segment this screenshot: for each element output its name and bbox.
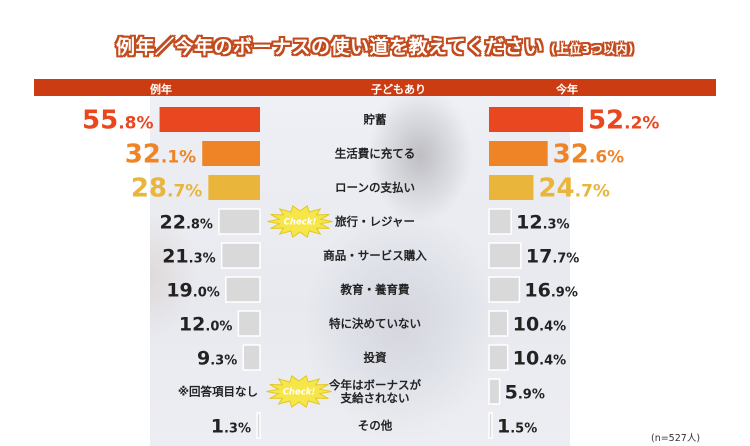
left-value-label-3: 22.8% (159, 212, 212, 234)
check-burst-1-label: Check! (283, 388, 316, 398)
right-bar-4 (488, 242, 522, 269)
category-label-8-line-1: 支給されない (340, 391, 410, 405)
left-value-label-7: 9.3% (197, 348, 237, 370)
right-value-label-8: 5.9% (505, 382, 545, 404)
right-bar-3 (488, 208, 512, 235)
left-bar-2 (208, 175, 260, 200)
category-label-3: 旅行・レジャー (335, 215, 415, 229)
left-bar-0 (159, 107, 260, 132)
right-value-label-7: 10.4% (513, 348, 566, 370)
category-label-9: その他 (358, 419, 393, 433)
left-bar-5 (225, 276, 261, 303)
right-bar-9 (488, 412, 493, 439)
left-value-label-2: 28.7% (131, 174, 203, 204)
right-bar-8 (488, 378, 501, 405)
right-bar-2 (489, 175, 534, 200)
check-burst-0 (267, 204, 333, 239)
left-value-label-4: 21.3% (162, 246, 215, 268)
right-value-label-6: 10.4% (513, 314, 566, 336)
category-label-0: 貯蓄 (364, 113, 387, 127)
category-label-8-line-0: 今年はボーナスが (328, 378, 421, 392)
category-label-2: ローンの支払い (335, 181, 415, 195)
left-bar-4 (220, 242, 261, 269)
column-header-bar: 例年 子どもあり 今年 (34, 79, 716, 96)
right-value-label-1: 32.6% (553, 140, 625, 170)
left-value-label-1: 32.1% (125, 140, 197, 170)
left-bar-1 (202, 141, 260, 166)
header-right-label: 今年 (556, 83, 578, 96)
header-left-label: 例年 (150, 83, 172, 96)
header-center-label: 子どもあり (371, 83, 426, 96)
right-bar-0 (489, 107, 583, 132)
chart-title: 例年／今年のボーナスの使い道を教えてください (上位3つ以内) (0, 32, 750, 59)
left-bar-6 (237, 310, 261, 337)
right-bar-6 (488, 310, 509, 337)
left-bar-9 (256, 412, 261, 439)
left-na-label: ※回答項目なし (178, 385, 258, 399)
title-main: 例年／今年のボーナスの使い道を教えてください (116, 36, 544, 58)
right-value-label-9: 1.5% (497, 416, 537, 438)
category-label-5: 教育・養育費 (340, 283, 410, 297)
left-value-label-5: 19.0% (166, 280, 219, 302)
title-subtitle: (上位3つ以内) (550, 42, 634, 56)
category-label-6: 特に決めていない (329, 317, 421, 331)
left-value-label-0: 55.8% (82, 106, 154, 136)
check-burst-1 (266, 374, 332, 409)
right-bar-5 (488, 276, 521, 303)
right-value-label-3: 12.3% (516, 212, 569, 234)
left-bar-3 (218, 208, 261, 235)
left-value-label-9: 1.3% (211, 416, 251, 438)
category-label-7: 投資 (364, 351, 387, 365)
left-bar-7 (242, 344, 261, 371)
sample-size-note: (n=527人) (651, 433, 701, 444)
right-value-label-2: 24.7% (538, 174, 610, 204)
category-label-4: 商品・サービス購入 (323, 249, 427, 263)
right-value-label-0: 52.2% (588, 106, 660, 136)
left-value-label-6: 12.0% (179, 314, 232, 336)
right-bar-7 (488, 344, 509, 371)
check-burst-0-label: Check! (284, 218, 317, 228)
right-value-label-4: 17.7% (526, 246, 579, 268)
right-value-label-5: 16.9% (524, 280, 577, 302)
right-bar-1 (489, 141, 548, 166)
category-label-1: 生活費に充てる (335, 147, 416, 161)
